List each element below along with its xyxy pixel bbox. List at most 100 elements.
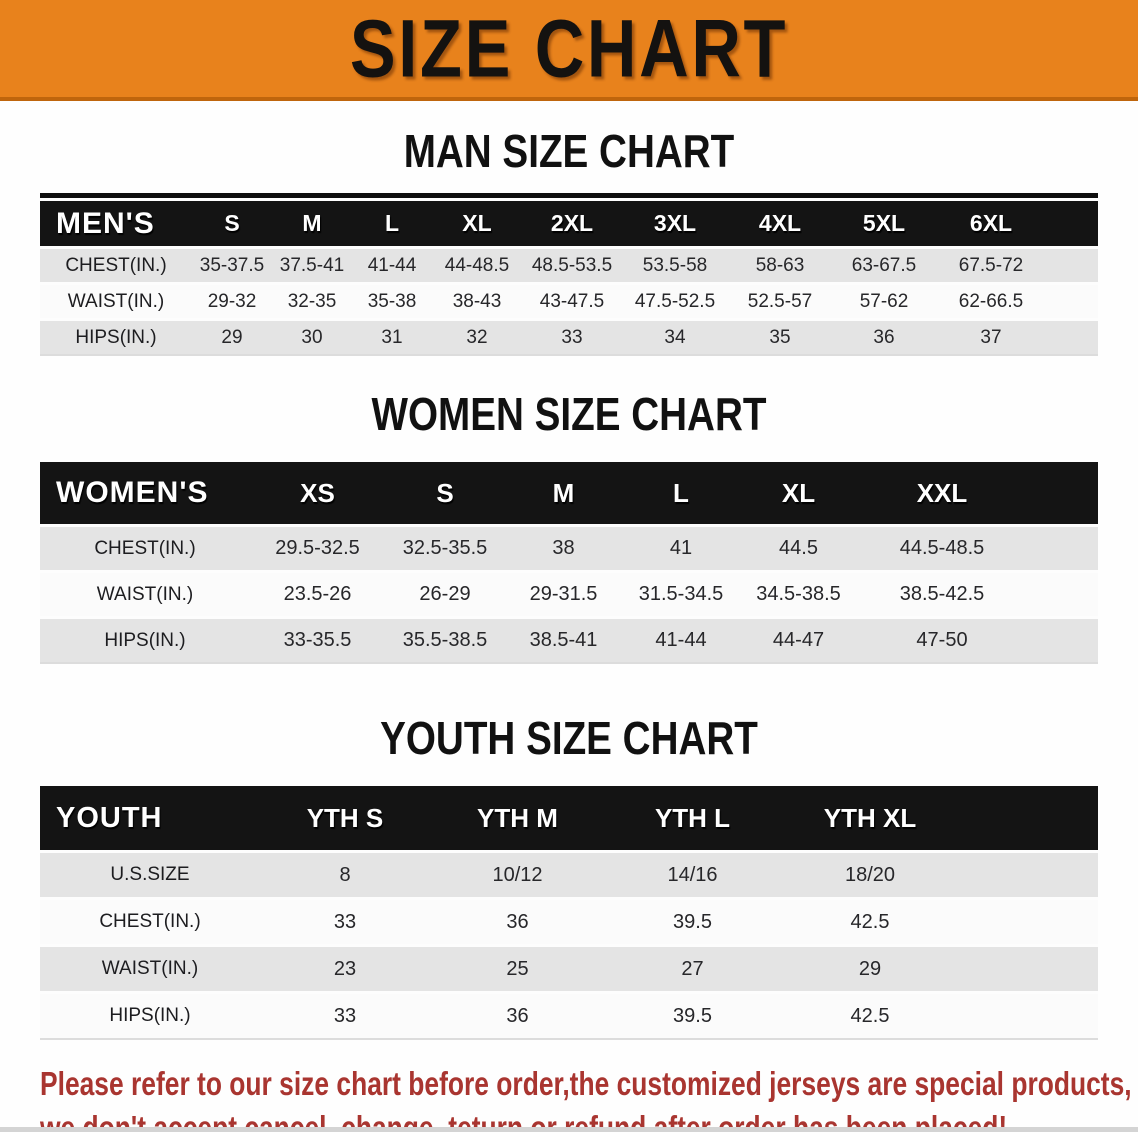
table-header-row: YOUTH YTH S YTH M YTH L YTH XL xyxy=(40,786,1098,852)
size-cell: 29 xyxy=(192,318,272,355)
size-cell: 32.5-35.5 xyxy=(385,524,505,572)
womens-size-table: WOMEN'S XS S M L XL XXL CHEST(IN.) 29.5-32.5 32.5… xyxy=(40,462,1098,664)
size-column-header: YTH S xyxy=(260,786,430,852)
size-cell: 35.5-38.5 xyxy=(385,616,505,663)
size-cell: 42.5 xyxy=(780,991,960,1039)
size-cell: 38-43 xyxy=(432,282,522,320)
women-size-chart-heading: WOMEN SIZE CHART xyxy=(371,388,767,440)
disclaimer-line-2: we don't accept cancel, change, teturn o… xyxy=(40,1109,1008,1132)
size-column-header: 3XL xyxy=(622,201,728,248)
size-column-header: YTH XL xyxy=(780,786,960,852)
size-cell: 10/12 xyxy=(430,850,605,899)
size-cell: 32-35 xyxy=(272,282,352,320)
size-cell: 23.5-26 xyxy=(250,570,385,618)
size-cell: 32 xyxy=(432,318,522,355)
size-cell: 38.5-41 xyxy=(505,616,622,663)
row-label: HIPS(IN.) xyxy=(40,318,192,355)
banner: SIZE CHART xyxy=(0,0,1138,101)
size-column-header: 5XL xyxy=(832,201,936,248)
row-label: WAIST(IN.) xyxy=(40,570,250,618)
size-cell: 53.5-58 xyxy=(622,246,728,284)
table-group-label: WOMEN'S xyxy=(40,462,250,526)
row-label: HIPS(IN.) xyxy=(40,616,250,663)
table-row: CHEST(IN.) 33 36 39.5 42.5 xyxy=(40,897,1098,946)
size-cell: 29-32 xyxy=(192,282,272,320)
size-cell: 26-29 xyxy=(385,570,505,618)
filler-cell xyxy=(1046,246,1098,284)
filler-cell xyxy=(1046,318,1098,355)
row-label: CHEST(IN.) xyxy=(40,524,250,572)
table-group-label: MEN'S xyxy=(40,201,192,248)
table-row: WAIST(IN.) 23.5-26 26-29 29-31.5 31.5-34.5 34… xyxy=(40,570,1098,618)
size-cell: 39.5 xyxy=(605,991,780,1039)
size-cell: 52.5-57 xyxy=(728,282,832,320)
size-column-header: M xyxy=(505,462,622,526)
size-cell: 33 xyxy=(260,991,430,1039)
filler-cell xyxy=(960,850,1098,899)
table-row: CHEST(IN.) 29.5-32.5 32.5-35.5 38 41 44.5 44.5… xyxy=(40,524,1098,572)
size-cell: 48.5-53.5 xyxy=(522,246,622,284)
filler-cell xyxy=(1027,524,1098,572)
size-cell: 58-63 xyxy=(728,246,832,284)
size-cell: 57-62 xyxy=(832,282,936,320)
youth-size-table: YOUTH YTH S YTH M YTH L YTH XL U.S.SIZE 8 10/12… xyxy=(40,786,1098,1040)
size-column-header: XXL xyxy=(857,462,1027,526)
filler-cell xyxy=(1027,570,1098,618)
table-row: HIPS(IN.) 33-35.5 35.5-38.5 38.5-41 41-44 44-… xyxy=(40,616,1098,663)
size-column-header: 2XL xyxy=(522,201,622,248)
size-cell: 30 xyxy=(272,318,352,355)
row-label: CHEST(IN.) xyxy=(40,246,192,284)
size-cell: 63-67.5 xyxy=(832,246,936,284)
row-label: WAIST(IN.) xyxy=(40,282,192,320)
size-cell: 67.5-72 xyxy=(936,246,1046,284)
size-cell: 47-50 xyxy=(857,616,1027,663)
size-cell: 37.5-41 xyxy=(272,246,352,284)
table-row: U.S.SIZE 8 10/12 14/16 18/20 xyxy=(40,850,1098,899)
size-cell: 47.5-52.5 xyxy=(622,282,728,320)
filler-cell xyxy=(960,897,1098,946)
size-cell: 44-47 xyxy=(740,616,857,663)
size-cell: 18/20 xyxy=(780,850,960,899)
size-column-header: S xyxy=(385,462,505,526)
filler-cell xyxy=(1027,616,1098,663)
size-cell: 42.5 xyxy=(780,897,960,946)
size-column-header: L xyxy=(622,462,740,526)
size-cell: 35 xyxy=(728,318,832,355)
size-cell: 36 xyxy=(832,318,936,355)
header-filler-cell xyxy=(1046,201,1098,248)
size-cell: 33-35.5 xyxy=(250,616,385,663)
table-row: HIPS(IN.) 33 36 39.5 42.5 xyxy=(40,991,1098,1039)
size-cell: 36 xyxy=(430,897,605,946)
size-column-header: XL xyxy=(740,462,857,526)
filler-cell xyxy=(960,944,1098,993)
row-label: U.S.SIZE xyxy=(40,850,260,899)
table-row: WAIST(IN.) 23 25 27 29 xyxy=(40,944,1098,993)
table-row: HIPS(IN.) 29 30 31 32 33 34 35 36 37 xyxy=(40,318,1098,355)
banner-title: SIZE CHART xyxy=(349,1,789,95)
size-cell: 8 xyxy=(260,850,430,899)
size-cell: 23 xyxy=(260,944,430,993)
size-cell: 44.5 xyxy=(740,524,857,572)
size-cell: 31 xyxy=(352,318,432,355)
disclaimer-text: Please refer to our size chart before or… xyxy=(40,1062,1138,1132)
size-cell: 14/16 xyxy=(605,850,780,899)
table-header-row: WOMEN'S XS S M L XL XXL xyxy=(40,462,1098,526)
size-cell: 29 xyxy=(780,944,960,993)
size-cell: 41-44 xyxy=(352,246,432,284)
size-cell: 33 xyxy=(260,897,430,946)
size-cell: 44.5-48.5 xyxy=(857,524,1027,572)
size-table: MEN'S S M L XL 2XL 3XL 4XL 5XL 6XL CHEST(IN.) 35-37… xyxy=(40,201,1098,356)
size-cell: 29.5-32.5 xyxy=(250,524,385,572)
size-column-header: XL xyxy=(432,201,522,248)
size-column-header: YTH M xyxy=(430,786,605,852)
size-cell: 34 xyxy=(622,318,728,355)
row-label: CHEST(IN.) xyxy=(40,897,260,946)
filler-cell xyxy=(1046,282,1098,320)
size-cell: 41-44 xyxy=(622,616,740,663)
man-size-chart-heading: MAN SIZE CHART xyxy=(403,125,735,177)
size-table: YOUTH YTH S YTH M YTH L YTH XL U.S.SIZE 8 10/12… xyxy=(40,786,1098,1040)
youth-size-chart-heading: YOUTH SIZE CHART xyxy=(380,712,758,764)
size-cell: 43-47.5 xyxy=(522,282,622,320)
size-cell: 35-38 xyxy=(352,282,432,320)
